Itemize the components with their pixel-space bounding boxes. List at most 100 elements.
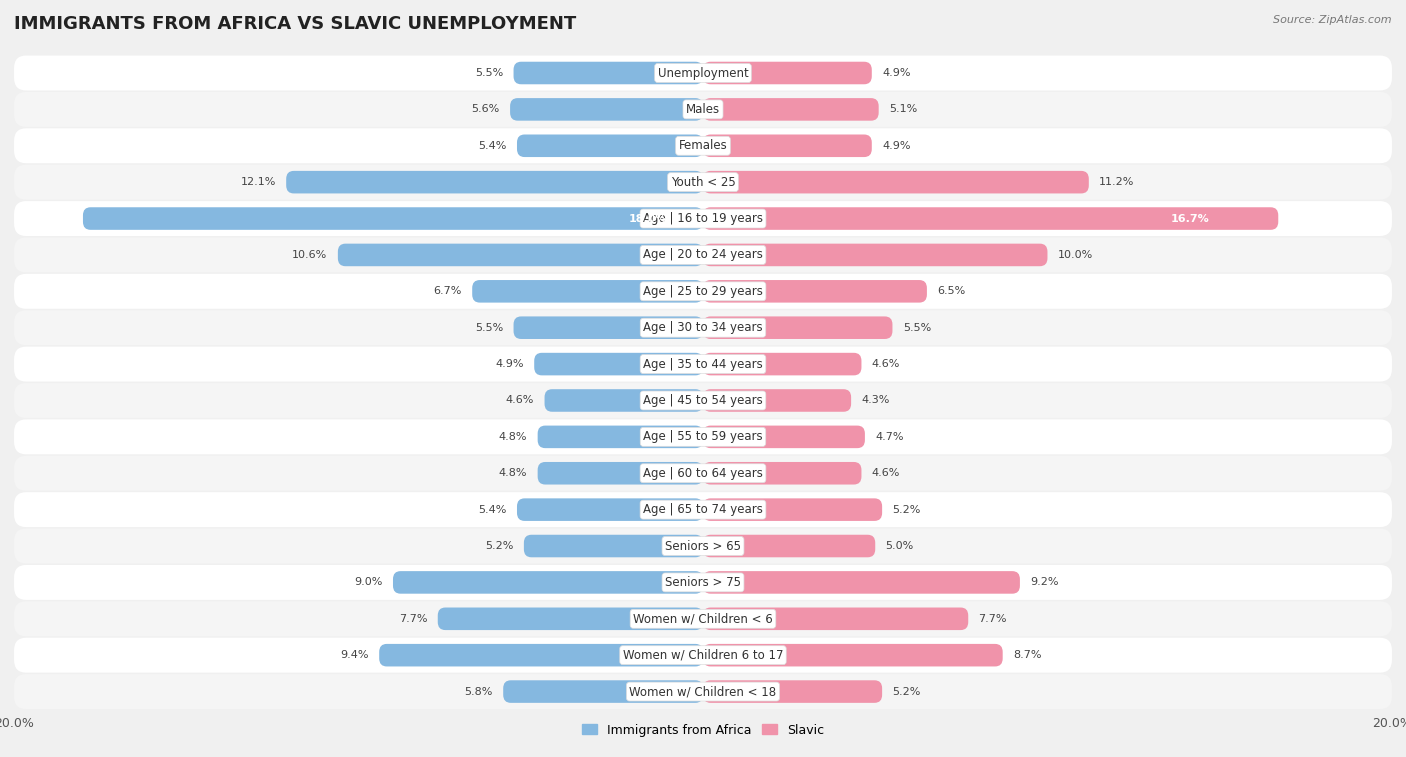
Legend: Immigrants from Africa, Slavic: Immigrants from Africa, Slavic bbox=[578, 718, 828, 742]
Text: 12.1%: 12.1% bbox=[240, 177, 276, 187]
FancyBboxPatch shape bbox=[703, 389, 851, 412]
Text: Males: Males bbox=[686, 103, 720, 116]
Text: 6.7%: 6.7% bbox=[433, 286, 461, 296]
Text: Women w/ Children < 18: Women w/ Children < 18 bbox=[630, 685, 776, 698]
FancyBboxPatch shape bbox=[437, 608, 703, 630]
FancyBboxPatch shape bbox=[14, 528, 1392, 563]
Text: 16.7%: 16.7% bbox=[1170, 213, 1209, 223]
Text: Age | 16 to 19 years: Age | 16 to 19 years bbox=[643, 212, 763, 225]
FancyBboxPatch shape bbox=[703, 571, 1019, 593]
Text: Seniors > 75: Seniors > 75 bbox=[665, 576, 741, 589]
Text: 5.4%: 5.4% bbox=[478, 141, 506, 151]
Text: Females: Females bbox=[679, 139, 727, 152]
FancyBboxPatch shape bbox=[703, 244, 1047, 266]
Text: 9.2%: 9.2% bbox=[1031, 578, 1059, 587]
FancyBboxPatch shape bbox=[14, 201, 1392, 236]
Text: 5.5%: 5.5% bbox=[475, 68, 503, 78]
FancyBboxPatch shape bbox=[517, 135, 703, 157]
Text: 4.6%: 4.6% bbox=[872, 469, 900, 478]
Text: 10.6%: 10.6% bbox=[292, 250, 328, 260]
Text: 4.6%: 4.6% bbox=[872, 359, 900, 369]
FancyBboxPatch shape bbox=[503, 681, 703, 702]
FancyBboxPatch shape bbox=[537, 425, 703, 448]
Text: 4.9%: 4.9% bbox=[495, 359, 524, 369]
FancyBboxPatch shape bbox=[14, 310, 1392, 345]
Text: 4.6%: 4.6% bbox=[506, 395, 534, 406]
FancyBboxPatch shape bbox=[703, 425, 865, 448]
Text: 7.7%: 7.7% bbox=[979, 614, 1007, 624]
Text: 8.7%: 8.7% bbox=[1012, 650, 1042, 660]
Text: 9.4%: 9.4% bbox=[340, 650, 368, 660]
Text: 5.2%: 5.2% bbox=[485, 541, 513, 551]
Text: 5.6%: 5.6% bbox=[471, 104, 499, 114]
FancyBboxPatch shape bbox=[703, 316, 893, 339]
Text: 18.0%: 18.0% bbox=[628, 213, 666, 223]
FancyBboxPatch shape bbox=[537, 462, 703, 484]
FancyBboxPatch shape bbox=[287, 171, 703, 194]
FancyBboxPatch shape bbox=[380, 644, 703, 666]
Text: Unemployment: Unemployment bbox=[658, 67, 748, 79]
FancyBboxPatch shape bbox=[703, 135, 872, 157]
FancyBboxPatch shape bbox=[14, 238, 1392, 273]
FancyBboxPatch shape bbox=[703, 644, 1002, 666]
FancyBboxPatch shape bbox=[14, 601, 1392, 637]
Text: 4.8%: 4.8% bbox=[499, 431, 527, 442]
FancyBboxPatch shape bbox=[392, 571, 703, 593]
FancyBboxPatch shape bbox=[14, 347, 1392, 382]
Text: Women w/ Children < 6: Women w/ Children < 6 bbox=[633, 612, 773, 625]
FancyBboxPatch shape bbox=[510, 98, 703, 120]
Text: 5.5%: 5.5% bbox=[903, 322, 931, 333]
FancyBboxPatch shape bbox=[703, 608, 969, 630]
Text: 5.8%: 5.8% bbox=[464, 687, 494, 696]
Text: 5.5%: 5.5% bbox=[475, 322, 503, 333]
FancyBboxPatch shape bbox=[703, 353, 862, 375]
FancyBboxPatch shape bbox=[14, 128, 1392, 164]
Text: Women w/ Children 6 to 17: Women w/ Children 6 to 17 bbox=[623, 649, 783, 662]
FancyBboxPatch shape bbox=[703, 534, 875, 557]
FancyBboxPatch shape bbox=[513, 62, 703, 84]
FancyBboxPatch shape bbox=[703, 207, 1278, 230]
Text: 6.5%: 6.5% bbox=[938, 286, 966, 296]
FancyBboxPatch shape bbox=[14, 419, 1392, 454]
Text: 5.2%: 5.2% bbox=[893, 505, 921, 515]
Text: 4.9%: 4.9% bbox=[882, 141, 911, 151]
FancyBboxPatch shape bbox=[14, 274, 1392, 309]
FancyBboxPatch shape bbox=[14, 456, 1392, 491]
Text: Age | 65 to 74 years: Age | 65 to 74 years bbox=[643, 503, 763, 516]
FancyBboxPatch shape bbox=[472, 280, 703, 303]
Text: 4.3%: 4.3% bbox=[862, 395, 890, 406]
Text: Age | 25 to 29 years: Age | 25 to 29 years bbox=[643, 285, 763, 298]
FancyBboxPatch shape bbox=[703, 62, 872, 84]
FancyBboxPatch shape bbox=[14, 674, 1392, 709]
Text: Seniors > 65: Seniors > 65 bbox=[665, 540, 741, 553]
FancyBboxPatch shape bbox=[14, 55, 1392, 91]
FancyBboxPatch shape bbox=[703, 462, 862, 484]
Text: 11.2%: 11.2% bbox=[1099, 177, 1135, 187]
FancyBboxPatch shape bbox=[14, 383, 1392, 418]
FancyBboxPatch shape bbox=[703, 171, 1088, 194]
FancyBboxPatch shape bbox=[703, 280, 927, 303]
FancyBboxPatch shape bbox=[703, 681, 882, 702]
Text: Source: ZipAtlas.com: Source: ZipAtlas.com bbox=[1274, 15, 1392, 25]
Text: Age | 55 to 59 years: Age | 55 to 59 years bbox=[643, 431, 763, 444]
Text: 5.1%: 5.1% bbox=[889, 104, 917, 114]
Text: Age | 60 to 64 years: Age | 60 to 64 years bbox=[643, 467, 763, 480]
Text: 9.0%: 9.0% bbox=[354, 578, 382, 587]
Text: 4.7%: 4.7% bbox=[875, 431, 904, 442]
Text: 5.0%: 5.0% bbox=[886, 541, 914, 551]
Text: Youth < 25: Youth < 25 bbox=[671, 176, 735, 188]
Text: 4.9%: 4.9% bbox=[882, 68, 911, 78]
FancyBboxPatch shape bbox=[703, 98, 879, 120]
FancyBboxPatch shape bbox=[337, 244, 703, 266]
FancyBboxPatch shape bbox=[83, 207, 703, 230]
FancyBboxPatch shape bbox=[14, 492, 1392, 527]
FancyBboxPatch shape bbox=[544, 389, 703, 412]
Text: 10.0%: 10.0% bbox=[1057, 250, 1092, 260]
FancyBboxPatch shape bbox=[14, 92, 1392, 127]
FancyBboxPatch shape bbox=[14, 165, 1392, 200]
FancyBboxPatch shape bbox=[703, 498, 882, 521]
Text: Age | 35 to 44 years: Age | 35 to 44 years bbox=[643, 357, 763, 371]
FancyBboxPatch shape bbox=[14, 637, 1392, 673]
FancyBboxPatch shape bbox=[513, 316, 703, 339]
Text: 7.7%: 7.7% bbox=[399, 614, 427, 624]
